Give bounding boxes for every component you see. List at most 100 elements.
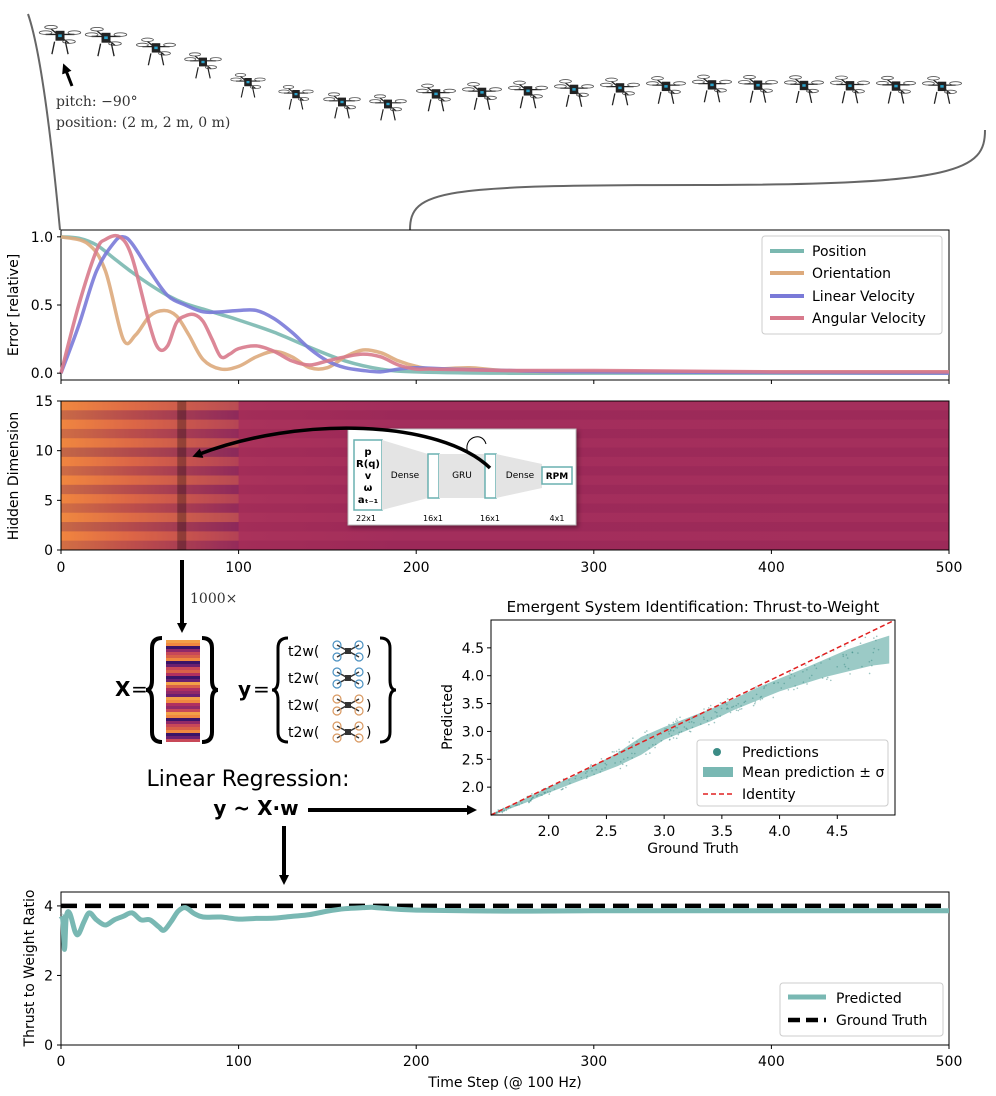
- rotor: [354, 721, 364, 731]
- drone-leg: [440, 99, 445, 112]
- drone-leg: [578, 94, 583, 107]
- sysid-xtick-label: 2.5: [595, 824, 617, 840]
- dim-hidden-1: 16x1: [423, 514, 443, 523]
- sysid-ytick-label: 2.0: [462, 780, 484, 796]
- prediction-point: [740, 705, 742, 707]
- heatmap-ytick-label: 10: [35, 444, 53, 460]
- drone-rotor: [188, 52, 201, 57]
- prediction-point: [615, 750, 618, 753]
- drone-icon: [38, 24, 82, 55]
- drone-rotor: [852, 89, 865, 94]
- drone-rotor: [743, 74, 756, 80]
- drone-icon: [922, 76, 962, 104]
- heatmap-row-late: [238, 512, 950, 523]
- prediction-point: [753, 702, 756, 705]
- prediction-point: [580, 776, 583, 779]
- prediction-point: [780, 687, 783, 689]
- drone-leg: [841, 91, 846, 104]
- prediction-point: [515, 804, 518, 806]
- drone-rotor: [508, 85, 521, 91]
- prediction-point: [636, 740, 638, 743]
- heatmap-row-late: [238, 419, 950, 429]
- gru-label: GRU: [452, 471, 472, 481]
- body: [345, 648, 351, 654]
- prediction-point: [844, 645, 846, 647]
- prediction-point: [773, 682, 775, 685]
- identity-line: [490, 619, 896, 816]
- sample-row: [166, 715, 200, 718]
- heatmap-row-late: [238, 438, 950, 448]
- error-ytick-label: 1.0: [31, 230, 53, 246]
- sample-row: [166, 730, 200, 733]
- error-ytick-label: 0.5: [31, 298, 53, 314]
- prediction-point: [842, 653, 844, 656]
- prediction-point: [538, 793, 540, 796]
- drone-accent: [480, 91, 484, 94]
- drone-rotor: [651, 76, 664, 81]
- sample-row: [166, 646, 200, 649]
- drone-rotor: [898, 89, 911, 94]
- heatmap-row-early: [61, 419, 239, 429]
- drone-rotor: [113, 32, 128, 37]
- prediction-point: [763, 686, 766, 688]
- drone-accent: [201, 60, 205, 64]
- quadrotor-thumbnail-icon: [332, 640, 364, 662]
- drone-leg: [288, 98, 293, 110]
- drone-rotor: [297, 97, 310, 101]
- prediction-point: [743, 701, 746, 704]
- error-ylabel: Error [relative]: [6, 254, 22, 356]
- prediction-point: [625, 764, 628, 767]
- t2w-xtick-label: 500: [936, 1054, 963, 1070]
- drone-rotor: [559, 79, 572, 84]
- t2w-xtick-label: 200: [403, 1054, 430, 1070]
- prediction-point: [815, 667, 818, 670]
- drone-accent: [294, 93, 298, 96]
- error-series: [59, 233, 950, 376]
- gru-to-heatmap-arrow: [192, 426, 492, 470]
- heatmap-row-late: [238, 475, 950, 485]
- prediction-point: [873, 647, 875, 650]
- prediction-point: [683, 726, 686, 728]
- prediction-point: [845, 654, 848, 656]
- rotor: [354, 733, 364, 743]
- prediction-point: [788, 672, 791, 674]
- prediction-point: [810, 674, 813, 677]
- t2w-items: t2w() t2w() t2w() t2w(): [288, 640, 371, 743]
- drone-rotor: [108, 41, 122, 46]
- prediction-point: [765, 684, 767, 687]
- error-legend: Position Orientation Linear Velocity Ang…: [761, 235, 943, 335]
- prediction-point: [631, 752, 633, 755]
- t2w-ytick-label: 2: [44, 968, 53, 984]
- sysid-xticks: 2.0 2.5 3.0 3.5 4.0 4.5: [538, 815, 848, 840]
- sample-row: [166, 685, 200, 688]
- sample-row: [166, 679, 200, 682]
- x-left-brace: [145, 636, 163, 744]
- drone-trajectory: pitch: −90° position: (2 m, 2 m, 0 m): [27, 13, 986, 231]
- sample-row: [166, 676, 200, 679]
- prediction-point: [872, 651, 875, 654]
- drone-leg: [51, 41, 56, 55]
- prediction-point: [672, 721, 675, 724]
- rotor: [332, 652, 342, 662]
- t2w-item-label: t2w(: [288, 725, 319, 741]
- drone-leg: [392, 109, 396, 121]
- prediction-point: [755, 686, 757, 688]
- heatmap-ytick-label: 5: [44, 493, 53, 509]
- heatmap-yticks: 0 5 10 15: [35, 394, 61, 559]
- drone-leg: [519, 96, 524, 109]
- drone-rotor: [949, 81, 962, 86]
- input-rq: R(q): [356, 459, 380, 470]
- drone-icon: [416, 83, 456, 112]
- drone-icon: [554, 79, 594, 107]
- drone-rotor: [254, 77, 266, 82]
- prediction-point: [514, 804, 517, 807]
- sample-row: [166, 700, 200, 703]
- prediction-point: [813, 664, 816, 667]
- sysid-ytick-label: 2.5: [462, 752, 484, 768]
- drone-rotor: [513, 80, 526, 85]
- prediction-point: [675, 720, 677, 723]
- t2w-ylabel: Thrust to Weight Ratio: [22, 890, 38, 1048]
- rotor: [332, 640, 342, 650]
- prediction-point: [531, 797, 533, 800]
- prediction-point: [591, 770, 593, 772]
